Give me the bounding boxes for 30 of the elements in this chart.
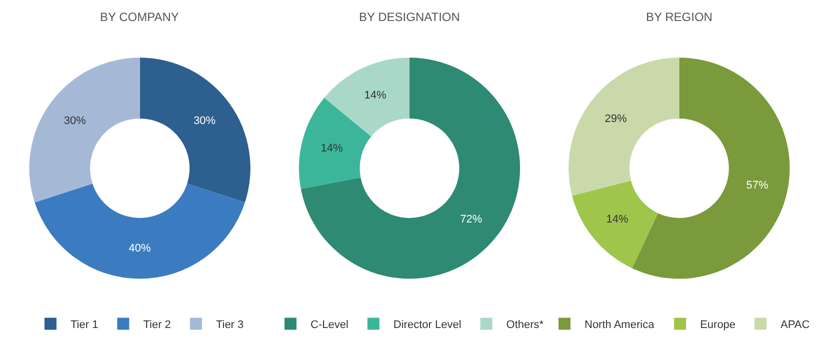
data-label: 14% xyxy=(606,213,629,226)
legend-label: C-Level xyxy=(310,318,348,331)
donut-slice xyxy=(324,58,410,136)
legend-label: North America xyxy=(584,318,656,331)
legend-label: Others* xyxy=(506,318,544,331)
data-label: 72% xyxy=(460,213,482,226)
donut-slice xyxy=(34,184,245,279)
donut-slice xyxy=(568,58,680,196)
data-label: 14% xyxy=(364,90,386,102)
data-label: 14% xyxy=(320,142,343,154)
legend-label: Tier 1 xyxy=(70,318,98,331)
donut-slice xyxy=(299,98,372,189)
donut-slice xyxy=(29,58,140,202)
data-label: 57% xyxy=(746,180,769,192)
data-label: 30% xyxy=(64,115,86,128)
donut-slice xyxy=(632,58,790,279)
donut-slice xyxy=(300,58,520,279)
data-label: 40% xyxy=(128,242,151,254)
chart-title: BY COMPANY xyxy=(100,10,179,24)
legend-label: Tier 2 xyxy=(143,318,171,331)
data-label: 29% xyxy=(604,113,627,126)
legend-label: Tier 3 xyxy=(216,318,244,331)
data-label: 30% xyxy=(194,115,216,128)
legend-label: Director Level xyxy=(393,318,462,331)
legend-label: Europe xyxy=(700,318,736,331)
legend-label: APAC xyxy=(780,318,810,331)
chart-title: BY REGION xyxy=(646,10,712,24)
chart-title: BY DESIGNATION xyxy=(359,10,460,24)
donut-slice xyxy=(140,58,250,202)
donut-slice xyxy=(572,180,658,268)
